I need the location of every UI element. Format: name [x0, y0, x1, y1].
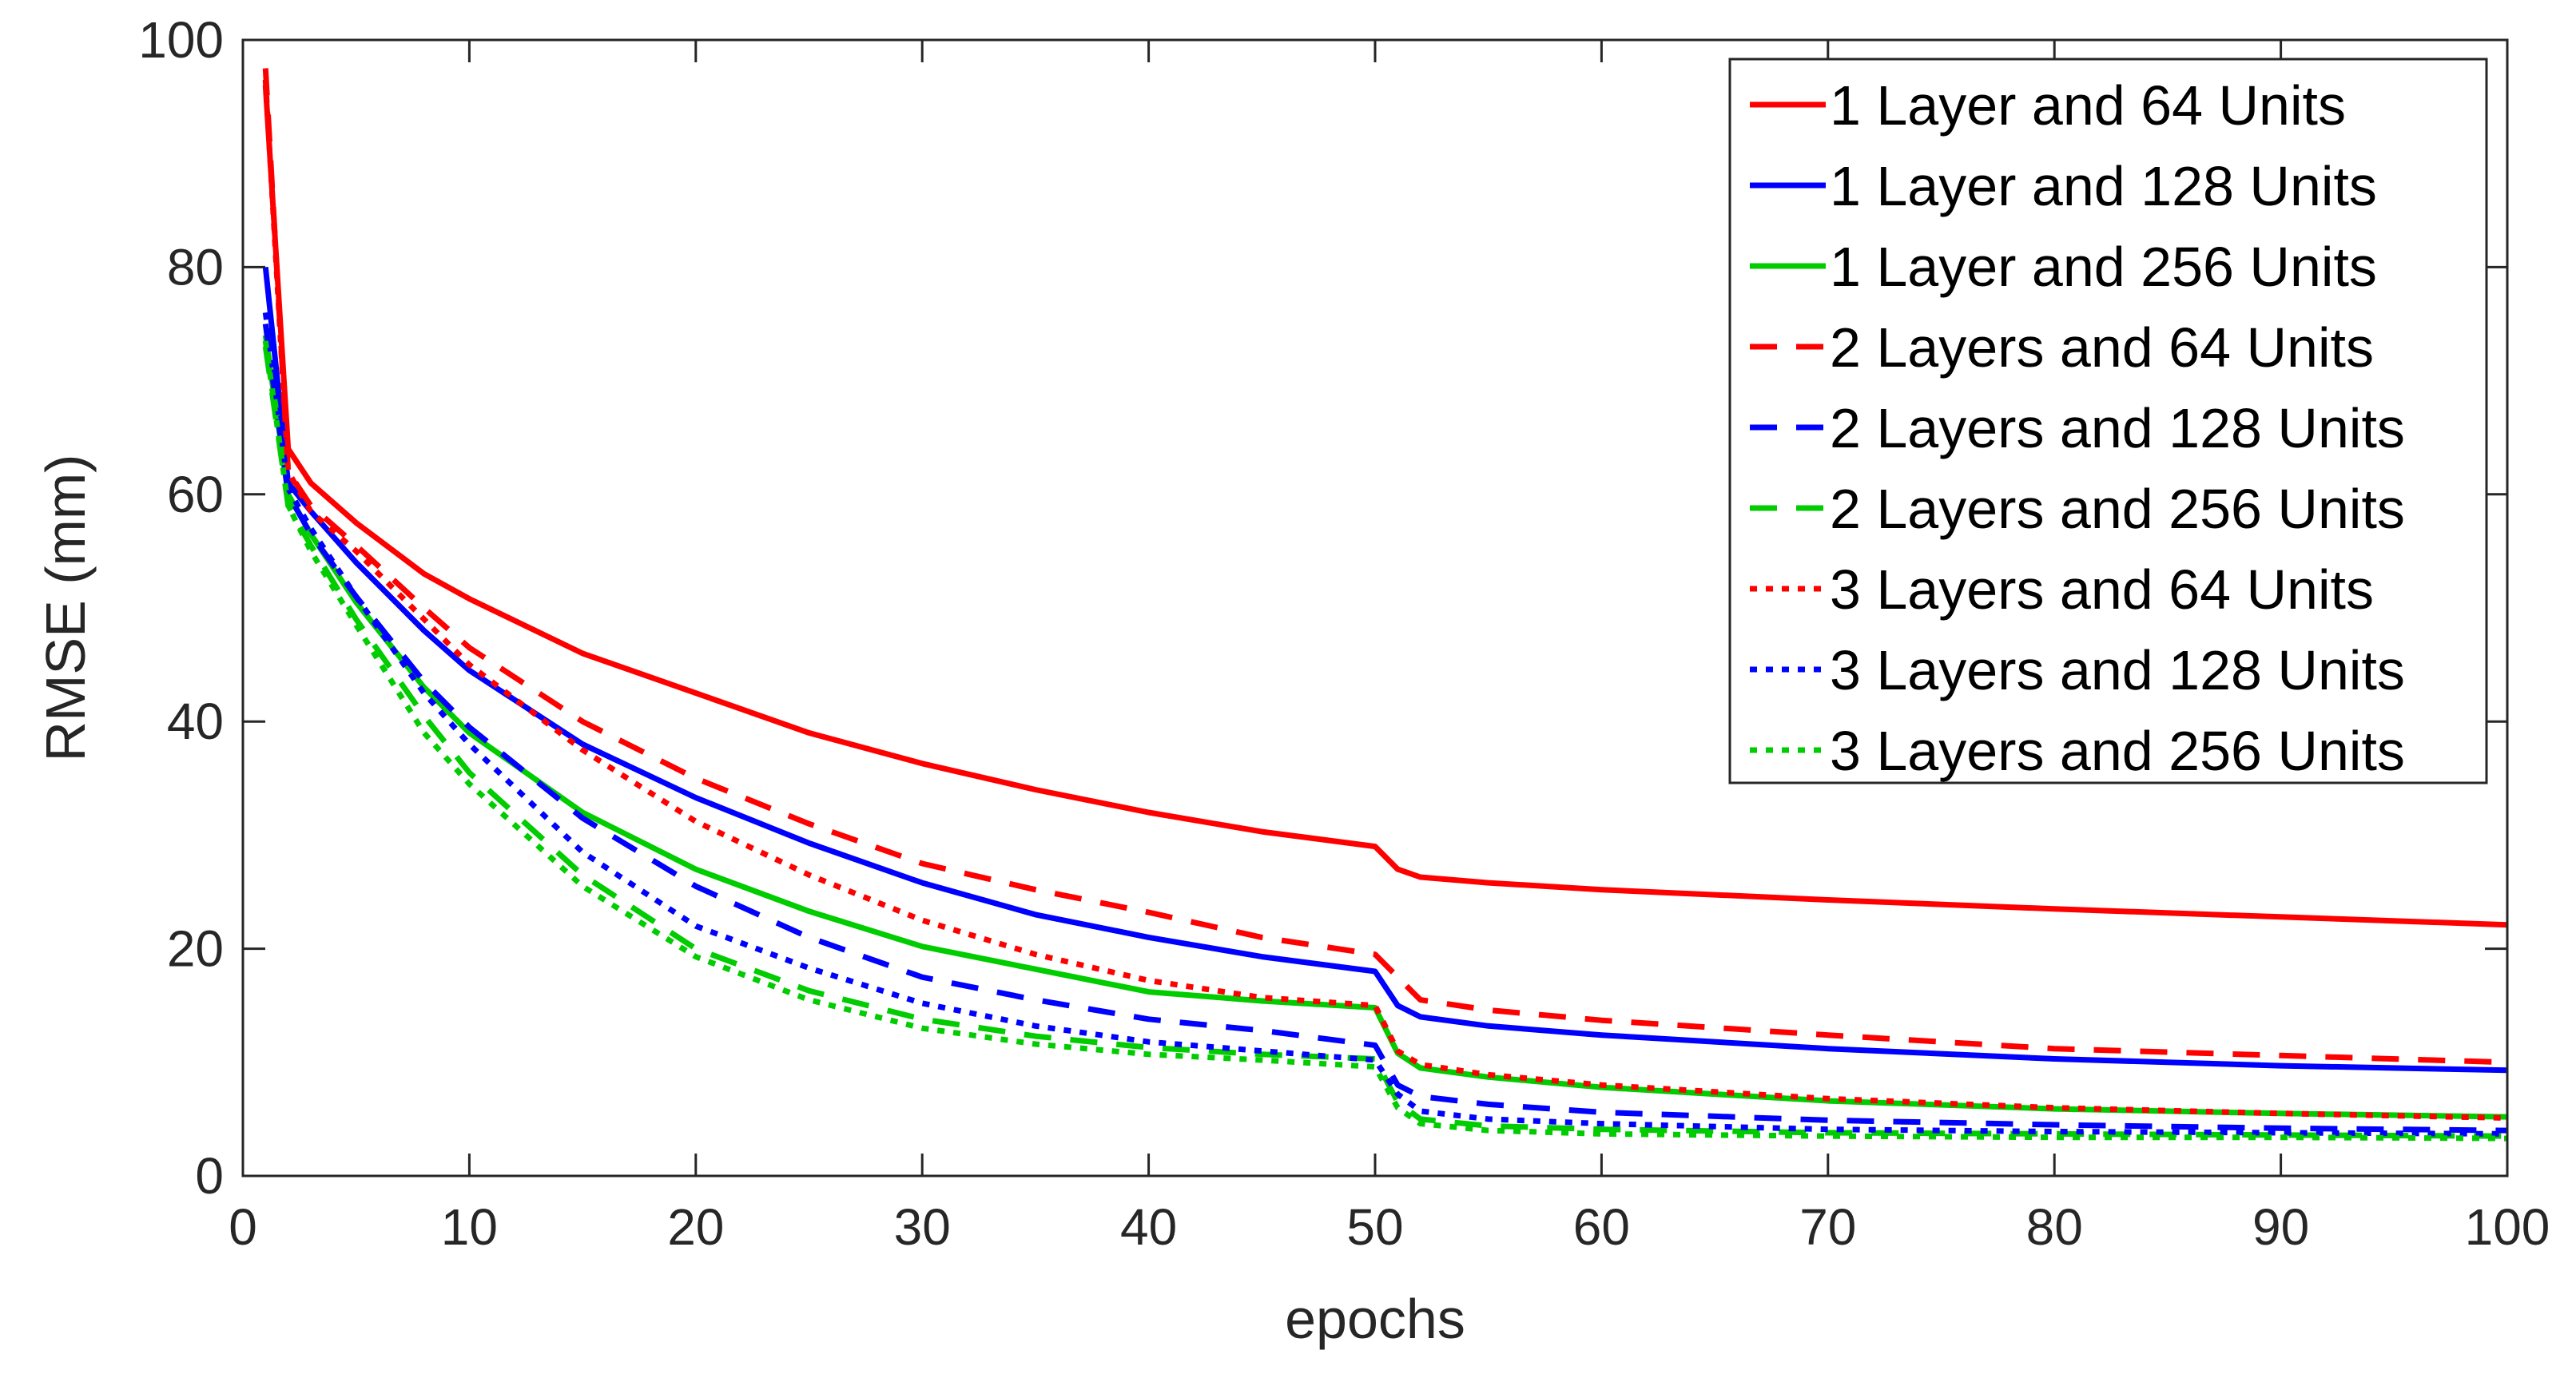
- legend-label: 1 Layer and 256 Units: [1830, 236, 2377, 298]
- y-tick-label: 80: [167, 238, 224, 296]
- x-tick-label: 0: [229, 1198, 257, 1256]
- y-tick-label: 0: [195, 1147, 224, 1205]
- x-tick-label: 20: [667, 1198, 724, 1256]
- x-tick-label: 50: [1346, 1198, 1403, 1256]
- series-line-2-layers-and-256-units: [262, 346, 2508, 1139]
- legend: 1 Layer and 64 Units 1 Layer and 128 Unit…: [1728, 58, 2488, 784]
- legend-label: 3 Layers and 64 Units: [1830, 558, 2374, 621]
- x-tick-label: 80: [2026, 1198, 2083, 1256]
- legend-label: 3 Layers and 256 Units: [1830, 720, 2405, 782]
- legend-label: 2 Layers and 128 Units: [1830, 397, 2405, 459]
- series-line-1-layer-and-64-units: [262, 85, 2508, 928]
- series-line-2-layers-and-128-units: [262, 324, 2508, 1134]
- x-tick-label: 60: [1573, 1198, 1630, 1256]
- y-tick-label: 40: [167, 693, 224, 750]
- legend-label: 2 Layers and 256 Units: [1830, 478, 2405, 540]
- series-line-3-layers-and-128-units: [262, 312, 2508, 1137]
- series-line-3-layers-and-64-units: [262, 79, 2508, 1121]
- legend-label: 3 Layers and 128 Units: [1830, 639, 2405, 701]
- legend-label: 1 Layer and 64 Units: [1830, 74, 2346, 137]
- legend-box: [1728, 58, 2488, 784]
- x-tick-label: 30: [894, 1198, 951, 1256]
- x-axis-label: epochs: [1285, 1288, 1465, 1350]
- y-tick-label: 60: [167, 466, 224, 523]
- x-tick-label: 10: [441, 1198, 498, 1256]
- y-tick-label: 20: [167, 920, 224, 978]
- legend-label: 1 Layer and 128 Units: [1830, 155, 2377, 217]
- legend-label: 2 Layers and 64 Units: [1830, 316, 2374, 379]
- y-axis-label: RMSE (mm): [34, 455, 97, 762]
- x-tick-label: 40: [1120, 1198, 1177, 1256]
- series-line-1-layer-and-128-units: [262, 267, 2508, 1074]
- series-layer: [262, 68, 2508, 1142]
- y-tick-label: 100: [138, 11, 224, 69]
- x-tick-label: 70: [1799, 1198, 1856, 1256]
- x-tick-label: 90: [2252, 1198, 2309, 1256]
- ticks-layer: 0 10 20 30 40 50 60 70 80 90 100 0 20 40 60 80 100: [138, 11, 2550, 1256]
- x-tick-label: 100: [2465, 1198, 2550, 1256]
